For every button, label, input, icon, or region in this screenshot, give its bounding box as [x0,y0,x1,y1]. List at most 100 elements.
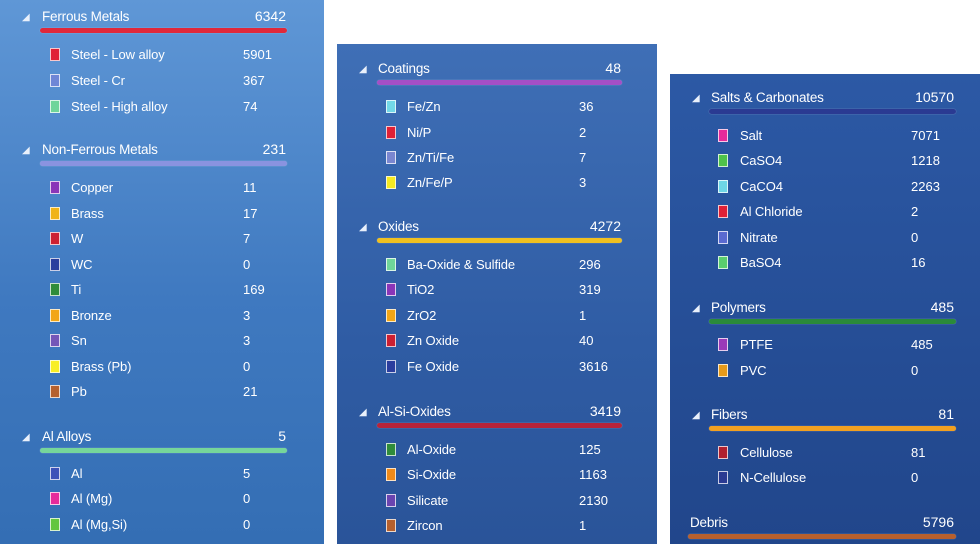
group-non-ferrous-metals[interactable]: ◢ Non-Ferrous Metals 231 Copper 11 Brass… [0,141,324,399]
group-salts-carbonates[interactable]: ◢ Salts & Carbonates 10570 Salt 7071 CaS… [670,89,980,270]
group-total: 10570 [915,89,954,105]
list-item[interactable]: N-Cellulose 0 [670,469,980,489]
group-total: 231 [262,141,286,157]
item-count: 0 [243,257,251,272]
color-swatch [718,205,728,218]
group-header[interactable]: Debris 5796 [670,514,980,539]
item-label: Al-Oxide [407,442,457,457]
item-count: 0 [243,359,251,374]
item-label: Zn/Ti/Fe [407,150,455,165]
item-count: 3 [243,308,251,323]
group-total: 3419 [589,403,621,419]
item-label: Nitrate [740,230,778,245]
group-header[interactable]: ◢ Al-Si-Oxides 3419 [337,403,657,428]
item-count: 36 [579,99,594,114]
list-item[interactable]: Zn Oxide 40 [337,332,657,352]
list-item[interactable]: Brass 17 [0,205,324,225]
color-swatch [386,360,396,373]
group-header[interactable]: ◢ Oxides 4272 [337,218,657,243]
list-item[interactable]: Salt 7071 [670,127,980,147]
list-item[interactable]: CaSO4 1218 [670,152,980,172]
item-count: 1 [579,308,587,323]
color-swatch [50,360,60,373]
list-item[interactable]: Al Chloride 2 [670,203,980,223]
group-header[interactable]: ◢ Non-Ferrous Metals 231 [0,141,324,166]
collapse-triangle-icon[interactable]: ◢ [359,64,367,75]
collapse-triangle-icon[interactable]: ◢ [22,12,30,23]
group-al-alloys[interactable]: ◢ Al Alloys 5 Al 5 Al (Mg) 0 Al (Mg,Si) … [0,428,324,532]
list-item[interactable]: PVC 0 [670,362,980,382]
list-item[interactable]: Ti 169 [0,281,324,301]
list-item[interactable]: Si-Oxide 1163 [337,466,657,486]
list-item[interactable]: Al (Mg) 0 [0,490,324,510]
collapse-triangle-icon[interactable]: ◢ [692,303,700,314]
item-count: 3616 [579,359,608,374]
group-oxides[interactable]: ◢ Oxides 4272 Ba-Oxide & Sulfide 296 TiO… [337,218,657,374]
list-item[interactable]: Fe Oxide 3616 [337,358,657,378]
collapse-triangle-icon[interactable]: ◢ [692,410,700,421]
list-item[interactable]: Al-Oxide 125 [337,441,657,461]
list-item[interactable]: Brass (Pb) 0 [0,358,324,378]
collapse-triangle-icon[interactable]: ◢ [692,93,700,104]
color-swatch [386,100,396,113]
group-header[interactable]: ◢ Polymers 485 [670,299,980,324]
item-count: 0 [911,470,919,485]
list-item[interactable]: Nitrate 0 [670,229,980,249]
item-count: 2 [911,204,919,219]
collapse-triangle-icon[interactable]: ◢ [359,222,367,233]
color-swatch [718,231,728,244]
list-item[interactable]: Steel - High alloy 74 [0,98,324,118]
list-item[interactable]: Cellulose 81 [670,444,980,464]
list-item[interactable]: Ba-Oxide & Sulfide 296 [337,256,657,276]
list-item[interactable]: CaCO4 2263 [670,178,980,198]
list-item[interactable]: Fe/Zn 36 [337,98,657,118]
item-label: Al Chloride [740,204,803,219]
collapse-triangle-icon[interactable]: ◢ [359,407,367,418]
item-count: 0 [243,517,251,532]
item-label: Steel - Cr [71,73,125,88]
group-header[interactable]: ◢ Al Alloys 5 [0,428,324,453]
color-swatch [50,181,60,194]
group-al-si-oxides[interactable]: ◢ Al-Si-Oxides 3419 Al-Oxide 125 Si-Oxid… [337,403,657,533]
list-item[interactable]: Zn/Fe/P 3 [337,174,657,194]
group-header[interactable]: ◢ Salts & Carbonates 10570 [670,89,980,114]
list-item[interactable]: WC 0 [0,256,324,276]
list-item[interactable]: PTFE 485 [670,336,980,356]
group-title: Polymers [711,300,766,315]
list-item[interactable]: ZrO2 1 [337,307,657,327]
list-item[interactable]: Steel - Low alloy 5901 [0,46,324,66]
list-item[interactable]: Silicate 2130 [337,492,657,512]
group-debris[interactable]: Debris 5796 [670,514,980,539]
list-item[interactable]: Al (Mg,Si) 0 [0,516,324,536]
list-item[interactable]: Ni/P 2 [337,124,657,144]
list-item[interactable]: Copper 11 [0,179,324,199]
group-title: Ferrous Metals [42,9,130,24]
list-item[interactable]: Steel - Cr 367 [0,72,324,92]
group-fibers[interactable]: ◢ Fibers 81 Cellulose 81 N-Cellulose 0 [670,406,980,485]
list-item[interactable]: Al 5 [0,465,324,485]
list-item[interactable]: Sn 3 [0,332,324,352]
list-item[interactable]: Zn/Ti/Fe 7 [337,149,657,169]
list-item[interactable]: W 7 [0,230,324,250]
group-coatings[interactable]: ◢ Coatings 48 Fe/Zn 36 Ni/P 2 Zn/Ti/Fe 7… [337,60,657,190]
collapse-triangle-icon[interactable]: ◢ [22,432,30,443]
group-polymers[interactable]: ◢ Polymers 485 PTFE 485 PVC 0 [670,299,980,378]
list-item[interactable]: Bronze 3 [0,307,324,327]
list-item[interactable]: Pb 21 [0,383,324,403]
group-title: Salts & Carbonates [711,90,824,105]
item-label: Brass (Pb) [71,359,132,374]
list-item[interactable]: BaSO4 16 [670,254,980,274]
group-title: Non-Ferrous Metals [42,142,158,157]
group-header[interactable]: ◢ Coatings 48 [337,60,657,85]
item-label: N-Cellulose [740,470,807,485]
list-item[interactable]: Zircon 1 [337,517,657,537]
group-color-bar [40,448,287,453]
collapse-triangle-icon[interactable]: ◢ [22,145,30,156]
group-total: 485 [930,299,954,315]
group-header[interactable]: ◢ Fibers 81 [670,406,980,431]
color-swatch [386,494,396,507]
group-header[interactable]: ◢ Ferrous Metals 6342 [0,8,324,33]
list-item[interactable]: TiO2 319 [337,281,657,301]
group-ferrous-metals[interactable]: ◢ Ferrous Metals 6342 Steel - Low alloy … [0,8,324,114]
color-swatch [386,468,396,481]
